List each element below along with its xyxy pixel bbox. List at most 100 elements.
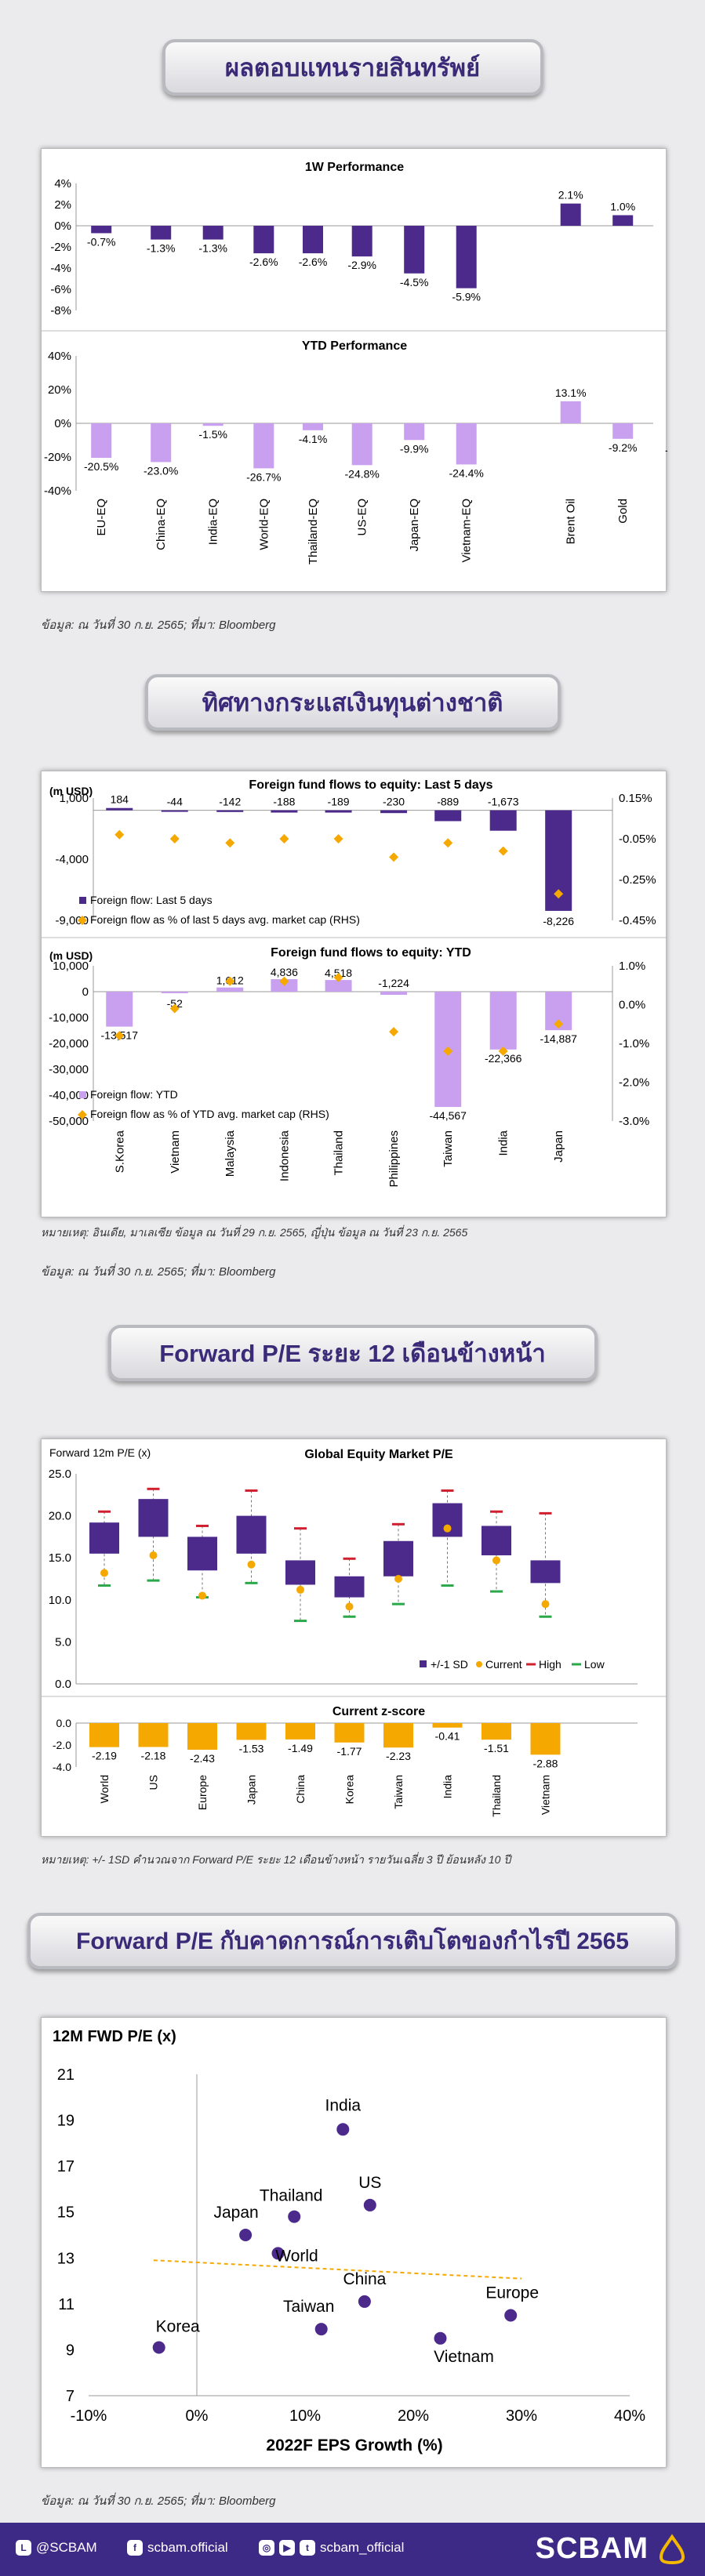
section-banner-forward-pe: Forward P/E ระยะ 12 เดือนข้างหน้า — [107, 1325, 598, 1381]
scatter-point — [504, 2309, 518, 2322]
point-label: Taiwan — [283, 2298, 334, 2316]
y-tick-label: 13 — [57, 2250, 74, 2267]
data-label: -52 — [167, 997, 183, 1010]
legend-label: Foreign flow: YTD — [90, 1088, 178, 1101]
y-tick-label: 17 — [57, 2158, 74, 2175]
y2-tick-label: -2.0% — [619, 1076, 649, 1090]
youtube-icon: ▶ — [279, 2540, 295, 2556]
bar-flow-5d — [380, 810, 408, 814]
bar-ytd — [91, 423, 112, 459]
section-banner-foreign-flows: ทิศทางกระแสเงินทุนต่างชาติ — [144, 674, 561, 731]
point-label: Japan — [213, 2204, 258, 2222]
x-tick-label: World — [98, 1775, 111, 1803]
x-axis-title: 2022F EPS Growth (%) — [266, 2436, 442, 2454]
flows-remark: หมายเหตุ: อินเดีย, มาเลเซีย ข้อมูล ณ วัน… — [41, 1226, 468, 1239]
legend-diamond — [78, 1110, 87, 1119]
x-tick-label: 10% — [289, 2407, 321, 2425]
facebook-link[interactable]: f scbam.official — [127, 2540, 228, 2556]
bar-flow-5d — [325, 810, 352, 813]
y-tick-label: 5.0 — [55, 1635, 71, 1649]
data-label: -189 — [328, 796, 350, 808]
bar-flow-ytd — [216, 987, 244, 992]
y-tick-label: -20,000 — [49, 1037, 89, 1050]
bar-1w — [351, 226, 372, 257]
y-axis-title: (m USD) — [49, 785, 93, 797]
y-tick-label: -9,000 — [55, 914, 89, 927]
scatter-point — [363, 2198, 376, 2211]
sd-box — [482, 1526, 511, 1555]
x-tick-label: Indonesia — [278, 1130, 291, 1181]
bar-ytd — [253, 423, 274, 469]
current-marker — [443, 1524, 452, 1533]
pct-marker-5d — [169, 834, 180, 844]
section-title: Forward P/E ระยะ 12 เดือนข้างหน้า — [159, 1340, 546, 1367]
bar-ytd — [612, 423, 634, 439]
section-title: ผลตอบแทนรายสินทรัพย์ — [224, 54, 481, 82]
x-tick-label: Malaysia — [223, 1130, 237, 1177]
y-tick-label: -4,000 — [55, 853, 89, 866]
y-tick-label: 19 — [57, 2113, 74, 2130]
x-tick-label: Korea — [343, 1775, 356, 1805]
bar-ytd — [202, 423, 223, 426]
y2-tick-label: 1.0% — [619, 960, 645, 973]
y-tick-label: 40% — [48, 350, 71, 363]
data-label: -24.4% — [449, 466, 484, 479]
data-label: -4.1% — [299, 433, 328, 445]
x-tick-label: US — [147, 1775, 160, 1790]
data-label: -1,224 — [378, 977, 409, 989]
point-label: Korea — [156, 2318, 200, 2336]
source-note: ข้อมูล: ณ วันที่ 30 ก.ย. 2565; ที่มา: Bl… — [41, 2494, 276, 2508]
sd-box — [383, 1540, 413, 1576]
bar-flow-5d — [489, 810, 517, 831]
data-label: -44 — [167, 796, 183, 808]
scatter-point — [288, 2210, 301, 2223]
zscore-bar — [285, 1723, 315, 1740]
data-label: -10.6% — [665, 444, 667, 456]
x-tick-label: -10% — [71, 2407, 107, 2425]
point-label: Europe — [485, 2284, 539, 2302]
data-label: -2.18 — [141, 1750, 166, 1762]
chart-title: YTD Performance — [302, 339, 407, 353]
x-tick-label: Taiwan — [442, 1130, 455, 1167]
pct-marker-ytd — [498, 1046, 508, 1056]
chart-title: Current z-score — [333, 1705, 425, 1718]
sd-box — [530, 1560, 561, 1584]
chart-title: Global Equity Market P/E — [304, 1448, 453, 1461]
y-axis-title: 12M FWD P/E (x) — [53, 2028, 176, 2045]
pct-marker-5d — [114, 829, 125, 840]
footer-bar: L @SCBAM f scbam.official ◎ ▶ t scbam_of… — [0, 2523, 705, 2576]
line-link[interactable]: L @SCBAM — [16, 2540, 97, 2556]
x-tick-label: Thailand-EQ — [307, 499, 320, 564]
section-banner-pe-vs-growth: Forward P/E กับคาดการณ์การเติบโตของกำไรป… — [27, 1913, 678, 1969]
data-label: 2.1% — [558, 189, 583, 201]
y-tick-label: 1,000 — [59, 792, 89, 805]
bar-flow-ytd — [161, 992, 188, 993]
y-tick-label: -10,000 — [49, 1011, 89, 1025]
bar-flow-ytd — [325, 980, 352, 992]
bar-1w — [91, 226, 112, 234]
section-title: Forward P/E กับคาดการณ์การเติบโตของกำไรป… — [76, 1928, 629, 1954]
y-tick-label: -4% — [50, 262, 71, 275]
zscore-bar — [138, 1723, 169, 1747]
x-tick-label: Japan-EQ — [408, 499, 421, 552]
global-pe-panel: Forward 12m P/E (x) Global Equity Market … — [41, 1439, 667, 1837]
current-marker — [394, 1575, 402, 1583]
pct-marker-5d — [333, 834, 343, 844]
x-tick-label: Thailand — [333, 1130, 346, 1176]
x-tick-label: India — [497, 1130, 511, 1156]
data-label: -2.6% — [249, 256, 278, 268]
y-tick-label: -4.0 — [53, 1761, 71, 1773]
y2-tick-label: -0.45% — [619, 914, 656, 927]
y-tick-label: 0.0 — [56, 1717, 72, 1729]
y-tick-label: 15.0 — [49, 1551, 71, 1565]
bar-ytd — [404, 423, 425, 441]
social-links[interactable]: ◎ ▶ t scbam_official — [259, 2540, 404, 2556]
x-tick-label: Philippines — [387, 1130, 401, 1188]
data-label: -23.0% — [144, 464, 178, 477]
data-label: -1.53 — [239, 1742, 264, 1754]
y2-tick-label: -1.0% — [619, 1037, 649, 1050]
data-label: -9.2% — [609, 441, 638, 454]
x-tick-label: 20% — [398, 2407, 429, 2425]
chart-title: Foreign fund flows to equity: Last 5 day… — [249, 778, 492, 792]
point-label: Vietnam — [434, 2348, 494, 2366]
